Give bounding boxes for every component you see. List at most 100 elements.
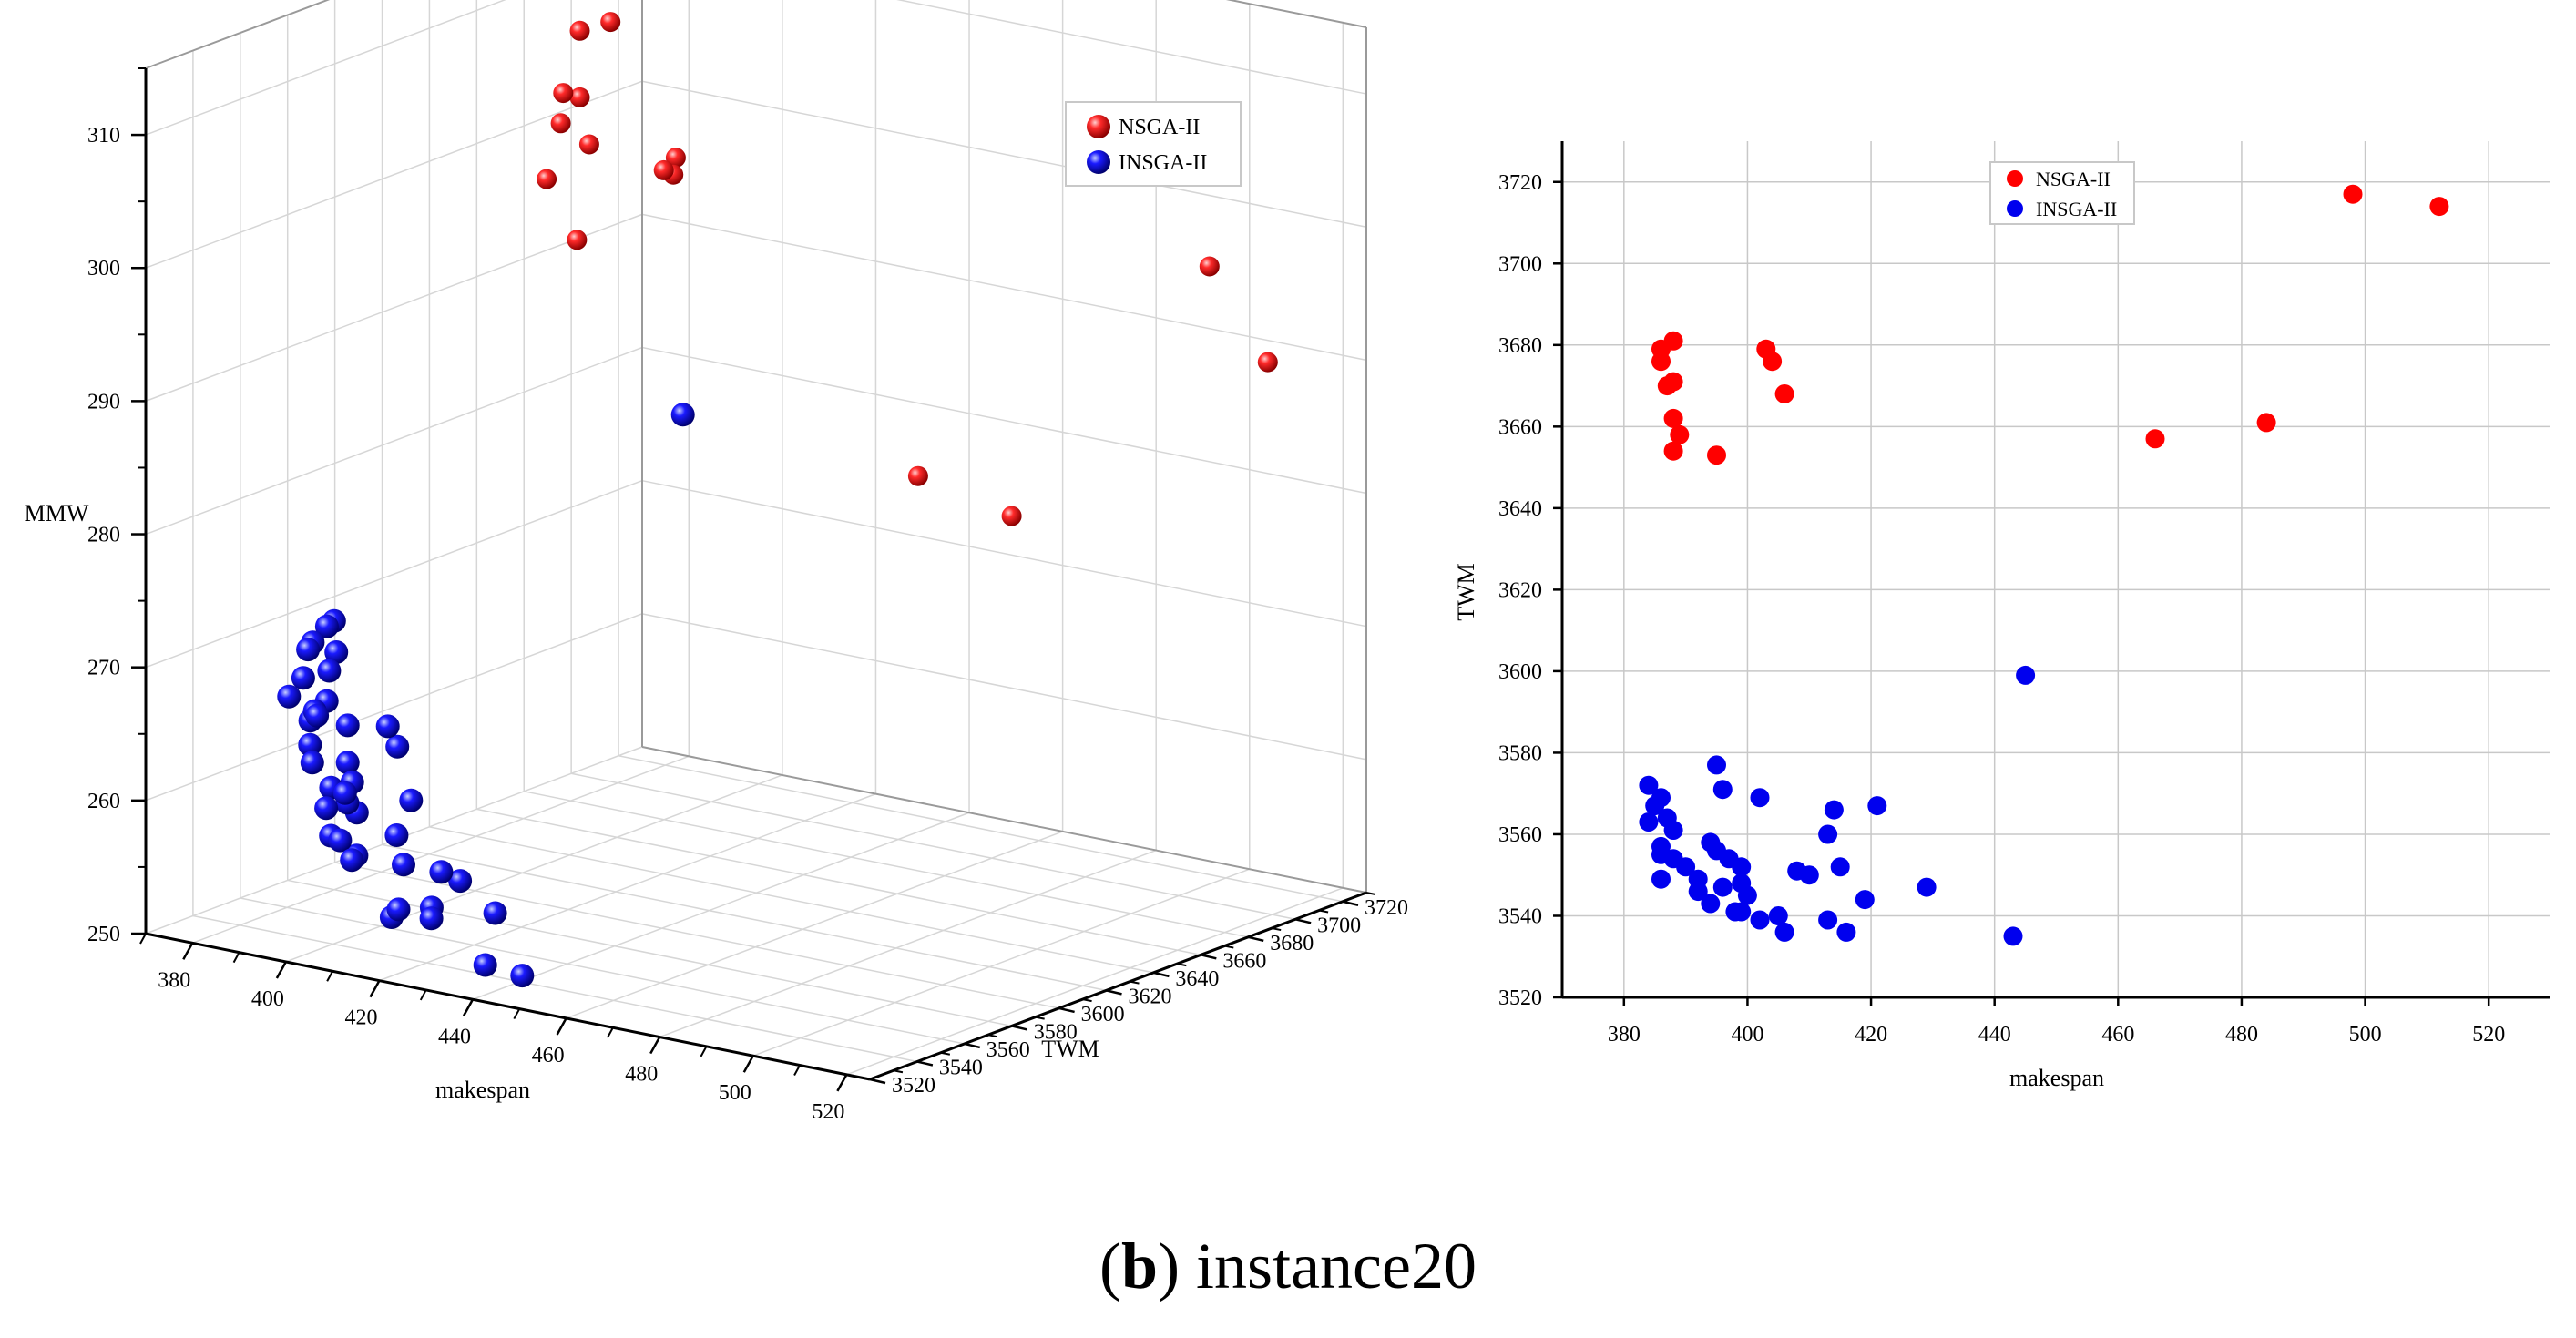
y-tick-label-2d: 3560 bbox=[1498, 823, 1542, 847]
insga-point-2d bbox=[1917, 877, 1937, 897]
x-tick bbox=[649, 1036, 661, 1055]
legend-label-nsga-2d: NSGA-II bbox=[2036, 168, 2111, 190]
nsga-point-3d bbox=[1257, 352, 1278, 373]
x-tick-label: 460 bbox=[532, 1044, 565, 1067]
nsga-point-3d bbox=[907, 465, 928, 486]
legend-marker-insga bbox=[1087, 150, 1110, 174]
x-tick bbox=[836, 1074, 848, 1092]
y-minor-tick bbox=[893, 1069, 904, 1074]
y-tick bbox=[869, 1078, 886, 1085]
y-tick bbox=[1201, 954, 1217, 960]
grid-line bbox=[379, 792, 876, 982]
insga-point-3d bbox=[291, 666, 315, 690]
y-tick-label: 3660 bbox=[1222, 949, 1266, 973]
x-tick-label-2d: 500 bbox=[2349, 1023, 2382, 1047]
insga-point-3d bbox=[335, 751, 360, 775]
nsga-point-2d bbox=[1663, 408, 1683, 428]
x-tick-label-2d: 380 bbox=[1608, 1023, 1641, 1047]
nsga-point-2d bbox=[2145, 429, 2165, 449]
x-tick-label: 520 bbox=[812, 1100, 844, 1124]
insga-point-2d bbox=[1737, 885, 1757, 905]
scatter-2d-chart: 380 400 420 440 460 480 500 520 3520 3540 3560 3580… bbox=[1453, 141, 2550, 1091]
insga-point-2d bbox=[1701, 894, 1721, 914]
y-axis-line-3d bbox=[869, 891, 1367, 1081]
x-tick-label-2d: 460 bbox=[2101, 1023, 2134, 1047]
x-minor-tick bbox=[419, 989, 427, 1001]
frame-line bbox=[145, 0, 331, 69]
y-tick-label: 3520 bbox=[892, 1074, 935, 1098]
legend-label-insga-2d: INSGA-II bbox=[2036, 198, 2117, 220]
y-tick-label: 3620 bbox=[1129, 985, 1172, 1008]
insga-point-2d bbox=[1824, 800, 1844, 820]
x-axis-line-3d bbox=[145, 932, 871, 1081]
x-minor-tick bbox=[513, 1008, 521, 1020]
insga-point-2d bbox=[1818, 824, 1838, 844]
y-minor-tick bbox=[1035, 1016, 1045, 1020]
nsga-point-3d bbox=[1001, 506, 1022, 526]
nsga-point-2d bbox=[1670, 424, 1690, 444]
y-tick-label-2d: 3540 bbox=[1498, 904, 1542, 928]
insga-point-2d bbox=[1676, 857, 1696, 877]
z-tick-label: 300 bbox=[87, 257, 120, 281]
x-minor-tick bbox=[139, 933, 147, 945]
insga-point-2d bbox=[1830, 857, 1850, 877]
insga-point-2d bbox=[1732, 902, 1752, 922]
nsga-point-3d bbox=[1199, 256, 1220, 277]
grid-line bbox=[285, 774, 783, 963]
nsga-point-2d bbox=[1663, 372, 1683, 392]
grid-line bbox=[145, 0, 506, 136]
grid-line bbox=[641, 346, 1367, 495]
x-tick bbox=[742, 1055, 754, 1073]
insga-point-2d bbox=[1712, 877, 1733, 897]
nsga-point-3d bbox=[665, 148, 686, 169]
z-tick-label: 310 bbox=[87, 124, 120, 148]
insga-point-2d bbox=[1732, 857, 1752, 877]
insga-point-2d bbox=[2016, 665, 2036, 685]
grid-line bbox=[618, 755, 1344, 903]
grid-line bbox=[145, 346, 643, 536]
insga-point-3d bbox=[277, 684, 302, 709]
legend-label-nsga: NSGA-II bbox=[1119, 116, 1200, 139]
insga-point-3d bbox=[384, 823, 409, 847]
nsga-point-3d bbox=[578, 134, 599, 155]
insga-point-3d bbox=[473, 953, 497, 977]
insga-point-3d bbox=[448, 869, 473, 894]
grid-line bbox=[846, 887, 1344, 1076]
insga-point-3d bbox=[510, 964, 535, 988]
insga-point-2d bbox=[1768, 906, 1788, 925]
y-tick-label: 3640 bbox=[1175, 967, 1219, 991]
y-minor-tick bbox=[987, 1034, 997, 1038]
caption-text: instance20 bbox=[1180, 1230, 1477, 1302]
insga-point-2d bbox=[1750, 910, 1770, 930]
insga-point-3d bbox=[332, 781, 357, 805]
x-axis-label-2d: makespan bbox=[2009, 1065, 2104, 1091]
insga-point-2d bbox=[1707, 755, 1726, 775]
grid-line bbox=[334, 862, 1059, 1009]
insga-point-3d bbox=[340, 848, 364, 873]
grid-line bbox=[472, 812, 970, 1000]
y-tick-label-2d: 3640 bbox=[1498, 497, 1542, 521]
grid-line bbox=[896, 0, 1367, 95]
y-tick bbox=[1106, 989, 1122, 996]
grid-line bbox=[429, 826, 1154, 974]
nsga-point-2d bbox=[1707, 445, 1726, 465]
y-tick-label-2d: 3720 bbox=[1498, 171, 1542, 195]
grid-line bbox=[145, 479, 643, 669]
x-tick-label: 400 bbox=[251, 987, 284, 1011]
grid-line bbox=[659, 849, 1157, 1038]
grid-line bbox=[476, 808, 1201, 956]
grid-line bbox=[641, 213, 1367, 362]
insga-point-2d bbox=[1712, 780, 1733, 800]
insga-point-2d bbox=[1651, 869, 1671, 889]
x-minor-tick bbox=[607, 1026, 614, 1038]
insga-point-2d bbox=[1774, 922, 1794, 942]
x-minor-tick bbox=[700, 1046, 708, 1057]
insga-point-3d bbox=[324, 640, 349, 664]
z-tick-label: 290 bbox=[87, 390, 120, 414]
y-tick-label: 3600 bbox=[1081, 1003, 1125, 1026]
nsga-point-3d bbox=[550, 113, 571, 134]
y-tick bbox=[1058, 1006, 1075, 1014]
x-tick-label: 440 bbox=[438, 1025, 471, 1048]
nsga-point-3d bbox=[600, 12, 621, 33]
insga-point-2d bbox=[2003, 926, 2023, 946]
